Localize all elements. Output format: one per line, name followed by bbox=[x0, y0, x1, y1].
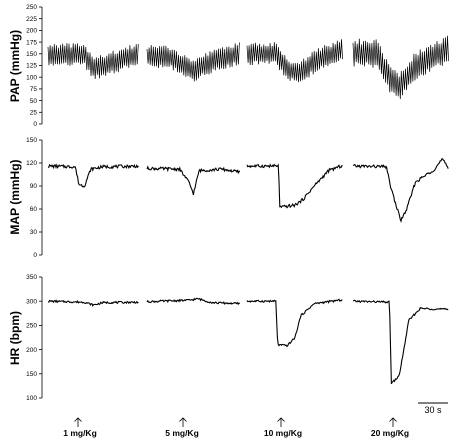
pap-y-tick-label: 225 bbox=[26, 16, 37, 23]
hr-y-ticks: 100 150 200 250 300 350 bbox=[26, 274, 42, 402]
pap-y-tick-label: 50 bbox=[30, 98, 38, 105]
hr-traces bbox=[47, 297, 449, 385]
map-y-tick-label: 120 bbox=[26, 160, 37, 167]
hr-y-tick-label: 250 bbox=[26, 323, 37, 330]
pap-trace-3 bbox=[246, 39, 343, 83]
map-traces bbox=[47, 158, 449, 224]
panel-hr: 100 150 200 250 300 350 HR (bpm) bbox=[8, 274, 449, 402]
map-y-tick-label: 90 bbox=[30, 183, 38, 190]
dose-marker-2: 5 mg/Kg bbox=[165, 417, 199, 438]
pap-y-label: PAP (mmHg) bbox=[8, 30, 22, 102]
hr-y-tick-label: 100 bbox=[26, 395, 37, 402]
dose-marker-3: 10 mg/Kg bbox=[264, 417, 302, 438]
dose-label-4: 20 mg/Kg bbox=[371, 428, 409, 438]
map-y-tick-label: 0 bbox=[33, 252, 37, 259]
pap-y-tick-label: 150 bbox=[26, 51, 37, 58]
dose-marker-1: 1 mg/Kg bbox=[63, 417, 97, 438]
map-trace-2 bbox=[146, 165, 241, 196]
hr-y-tick-label: 200 bbox=[26, 347, 37, 354]
hr-y-label: HR (bpm) bbox=[8, 311, 22, 365]
map-trace-4 bbox=[352, 158, 449, 224]
hr-y-tick-label: 300 bbox=[26, 298, 37, 305]
dose-markers: 1 mg/Kg 5 mg/Kg 10 mg/Kg 20 mg/Kg bbox=[63, 417, 409, 438]
map-y-label: MAP (mmHg) bbox=[8, 159, 22, 234]
pap-y-tick-label: 25 bbox=[30, 110, 38, 117]
up-arrow-icon bbox=[74, 417, 82, 427]
scale-bar-label: 30 s bbox=[424, 405, 442, 415]
panel-pap: 0 25 50 75 100 125 150 175 200 225 250 PAP (mmHg) bbox=[8, 4, 449, 128]
pap-traces bbox=[47, 35, 449, 100]
dose-label-3: 10 mg/Kg bbox=[264, 428, 302, 438]
up-arrow-icon bbox=[179, 417, 187, 427]
dose-label-2: 5 mg/Kg bbox=[165, 428, 199, 438]
pap-y-tick-label: 125 bbox=[26, 63, 37, 70]
hr-trace-4 bbox=[352, 299, 449, 385]
hr-y-tick-label: 350 bbox=[26, 274, 37, 281]
map-y-ticks: 0 30 60 90 120 150 bbox=[26, 137, 42, 259]
pap-trace-2 bbox=[146, 42, 240, 82]
hr-trace-3 bbox=[246, 298, 343, 348]
pap-y-tick-label: 175 bbox=[26, 39, 37, 46]
map-y-tick-label: 60 bbox=[30, 206, 38, 213]
map-trace-1 bbox=[47, 163, 139, 188]
pap-y-ticks: 0 25 50 75 100 125 150 175 200 225 250 bbox=[26, 4, 42, 128]
pap-y-tick-label: 0 bbox=[33, 121, 37, 128]
pap-y-tick-label: 100 bbox=[26, 74, 37, 81]
panel-map: 0 30 60 90 120 150 MAP (mmHg) bbox=[8, 137, 449, 259]
hr-y-tick-label: 150 bbox=[26, 371, 37, 378]
pap-trace-4 bbox=[352, 35, 449, 100]
dose-marker-4: 20 mg/Kg bbox=[371, 417, 409, 438]
pap-y-tick-label: 200 bbox=[26, 28, 37, 35]
up-arrow-icon bbox=[389, 417, 397, 427]
map-y-tick-label: 30 bbox=[30, 229, 38, 236]
pap-y-tick-label: 250 bbox=[26, 4, 37, 11]
hr-trace-2 bbox=[146, 297, 241, 306]
up-arrow-icon bbox=[277, 417, 285, 427]
scale-bar: 30 s bbox=[418, 402, 448, 415]
dose-label-1: 1 mg/Kg bbox=[63, 428, 97, 438]
hr-trace-1 bbox=[47, 299, 139, 307]
map-trace-3 bbox=[246, 163, 343, 209]
map-y-tick-label: 150 bbox=[26, 137, 37, 144]
pap-trace-1 bbox=[47, 43, 139, 80]
pap-y-tick-label: 75 bbox=[30, 86, 38, 93]
